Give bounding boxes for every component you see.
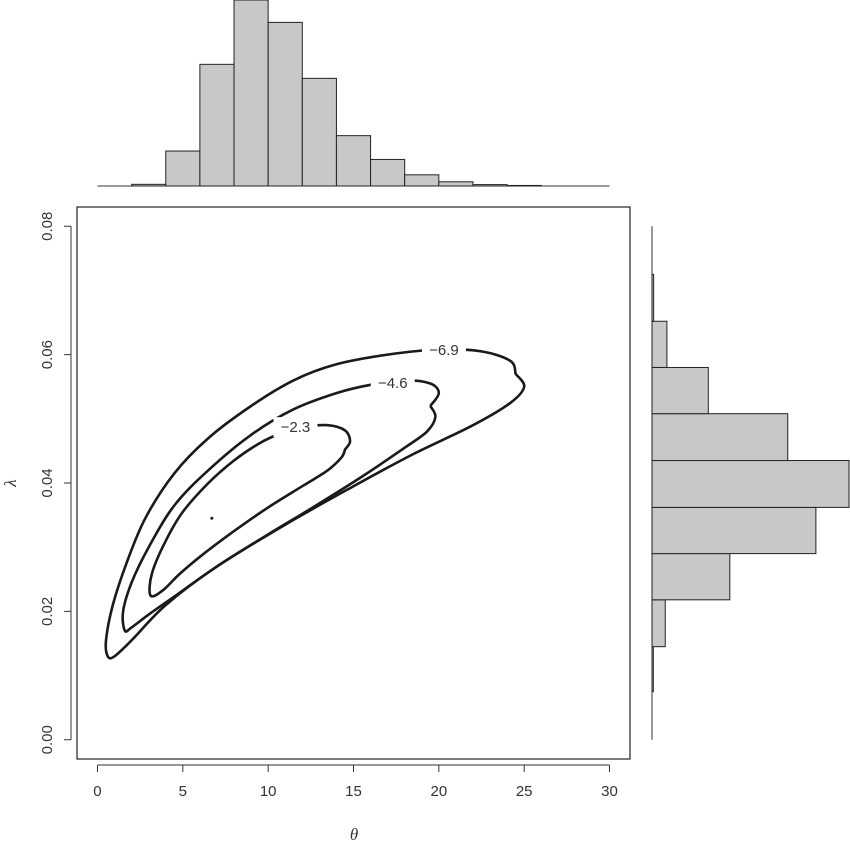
lambda-hist-bar-4	[651, 460, 850, 508]
theta-hist-bar-10	[472, 184, 508, 187]
x-tick-label-0: 0	[93, 783, 101, 800]
lambda-marginal-histogram	[651, 226, 850, 740]
contour-plot: −2.3−4.6−6.9 0 5 10 15 20 25 30 0.000.020.040.…	[1, 206, 631, 844]
lambda-hist-bar-3	[651, 506, 817, 555]
contour-label-bg-0	[273, 417, 318, 438]
x-tick-label-4: 20	[430, 783, 447, 800]
contour-label-bg-1	[370, 372, 415, 393]
contour-line-0	[148, 423, 352, 598]
theta-hist-bar-4	[267, 21, 303, 187]
theta-hist-bar-11	[506, 184, 542, 187]
theta-hist-bar-9	[438, 181, 474, 187]
y-tick-label-4: 0.08	[39, 212, 56, 241]
contour-line-2	[104, 348, 526, 660]
contour-lines	[104, 348, 526, 660]
theta-hist-bar-0	[131, 183, 167, 187]
x-tick-label-2: 10	[260, 783, 277, 800]
x-axis-title: θ	[350, 825, 358, 844]
theta-hist-bar-3	[233, 0, 269, 187]
theta-hist-bar-6	[335, 135, 372, 187]
lambda-hist-bar-8	[651, 273, 655, 322]
theta-hist-bar-7	[370, 158, 406, 187]
contour-label-1: −4.6	[378, 375, 408, 392]
theta-marginal-histogram	[97, 0, 610, 187]
y-axis-title: λ	[1, 479, 20, 487]
lambda-hist-bar-1	[651, 599, 666, 648]
y-tick-label-0: 0.00	[39, 725, 56, 754]
plot-frame	[76, 206, 631, 760]
lambda-hist-bar-6	[651, 366, 709, 415]
x-tick-label-3: 15	[345, 783, 362, 800]
theta-hist-bar-5	[301, 77, 337, 187]
lambda-hist-bar-2	[651, 553, 731, 601]
contour-label-bg-2	[421, 340, 466, 361]
y-tick-label-3: 0.06	[39, 340, 56, 369]
theta-hist-bar-2	[199, 63, 235, 187]
lambda-hist-bar-0	[651, 646, 654, 693]
contour-label-2: −6.9	[429, 342, 459, 359]
lambda-hist-bar-7	[651, 320, 668, 368]
y-axis: 0.00 0.02 0.04 0.06 0.08	[39, 212, 72, 754]
theta-hist-bar-1	[165, 150, 201, 187]
contour-line-1	[121, 378, 441, 633]
contour-label-0: −2.3	[281, 419, 311, 436]
y-tick-label-1: 0.02	[39, 597, 56, 626]
lambda-hist-bar-5	[651, 413, 789, 462]
theta-hist-bar-8	[404, 174, 440, 187]
x-tick-label-6: 30	[601, 783, 618, 800]
contour-labels: −2.3 −4.6 −6.9	[273, 340, 466, 438]
x-axis: 0 5 10 15 20 25 30	[93, 764, 618, 800]
mode-point	[210, 516, 214, 520]
x-tick-label-1: 5	[179, 783, 187, 800]
x-tick-label-5: 25	[516, 783, 533, 800]
y-tick-label-2: 0.04	[39, 468, 56, 497]
